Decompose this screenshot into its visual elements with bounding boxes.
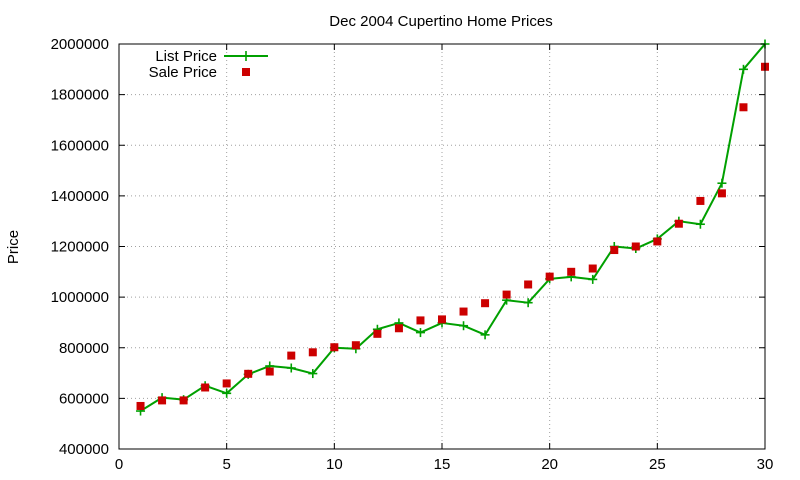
y-tick-label: 1200000 bbox=[51, 239, 109, 256]
series-layer bbox=[136, 39, 770, 416]
x-tick-label: 25 bbox=[649, 456, 666, 473]
x-tick-label: 30 bbox=[757, 456, 774, 473]
y-tick-label: 800000 bbox=[59, 340, 109, 357]
chart-title: Dec 2004 Cupertino Home Prices bbox=[329, 13, 552, 30]
x-tick-label: 15 bbox=[434, 456, 451, 473]
data-point-sale-price bbox=[653, 237, 662, 246]
data-point-list-price bbox=[459, 321, 469, 331]
x-tick-label: 10 bbox=[326, 456, 343, 473]
data-point-list-price bbox=[523, 298, 533, 308]
series-sale-price bbox=[136, 62, 769, 410]
y-tick-label: 1000000 bbox=[51, 289, 109, 306]
data-point-sale-price bbox=[717, 189, 726, 198]
data-point-sale-price bbox=[373, 329, 382, 338]
data-point-sale-price bbox=[610, 246, 619, 255]
data-point-sale-price bbox=[201, 383, 210, 392]
y-tick-label: 600000 bbox=[59, 390, 109, 407]
data-point-sale-price bbox=[351, 341, 360, 350]
plot-area-border bbox=[118, 43, 766, 450]
data-point-sale-price bbox=[438, 315, 446, 324]
data-point-sale-price bbox=[308, 348, 317, 357]
axis-ticks: 0 5 10 15 20 25 30 400000 600000 800000 1000000 120… bbox=[51, 36, 774, 473]
data-point-sale-price bbox=[459, 307, 468, 316]
data-point-sale-price bbox=[674, 219, 683, 228]
data-point-sale-price bbox=[524, 280, 533, 289]
data-point-sale-price bbox=[567, 267, 576, 276]
data-point-sale-price bbox=[394, 324, 403, 333]
data-point-sale-price bbox=[244, 369, 253, 378]
data-point-list-price bbox=[738, 64, 748, 74]
data-point-list-price bbox=[717, 178, 727, 188]
data-point-list-price bbox=[480, 330, 490, 340]
data-point-sale-price bbox=[330, 343, 339, 352]
legend-label-sale-price: Sale Price bbox=[149, 64, 217, 81]
data-point-list-price bbox=[415, 328, 425, 338]
series-list-price bbox=[136, 39, 770, 416]
legend-marker-sale-price bbox=[242, 68, 250, 76]
data-point-sale-price bbox=[222, 379, 231, 388]
data-point-sale-price bbox=[179, 396, 188, 405]
data-point-sale-price bbox=[265, 367, 274, 376]
y-tick-label: 1400000 bbox=[51, 188, 109, 205]
data-point-sale-price bbox=[416, 316, 425, 325]
legend: List Price Sale Price bbox=[149, 48, 268, 81]
data-point-sale-price bbox=[481, 299, 490, 308]
y-tick-label: 1800000 bbox=[51, 87, 109, 104]
y-axis-label: Price bbox=[5, 230, 22, 264]
legend-label-list-price: List Price bbox=[155, 48, 217, 65]
legend-marker-list-price bbox=[241, 51, 251, 61]
data-point-sale-price bbox=[696, 196, 705, 205]
data-point-sale-price bbox=[287, 351, 296, 360]
data-point-list-price bbox=[695, 219, 705, 229]
x-tick-label: 0 bbox=[115, 456, 123, 473]
grid bbox=[119, 44, 765, 449]
data-point-list-price bbox=[286, 363, 296, 373]
x-tick-label: 5 bbox=[222, 456, 230, 473]
y-tick-label: 400000 bbox=[59, 441, 109, 458]
data-point-sale-price bbox=[136, 401, 145, 410]
y-tick-label: 2000000 bbox=[51, 36, 109, 53]
x-tick-label: 20 bbox=[541, 456, 558, 473]
y-tick-label: 1600000 bbox=[51, 137, 109, 154]
data-point-sale-price bbox=[545, 272, 554, 281]
data-point-sale-price bbox=[631, 242, 640, 251]
data-point-list-price bbox=[588, 274, 598, 284]
data-point-list-price bbox=[308, 369, 318, 379]
data-point-sale-price bbox=[739, 103, 748, 112]
data-point-sale-price bbox=[502, 290, 511, 299]
data-point-list-price bbox=[222, 388, 232, 398]
data-point-sale-price bbox=[588, 264, 597, 273]
data-point-sale-price bbox=[158, 396, 167, 405]
series-line-list-price bbox=[140, 43, 766, 412]
